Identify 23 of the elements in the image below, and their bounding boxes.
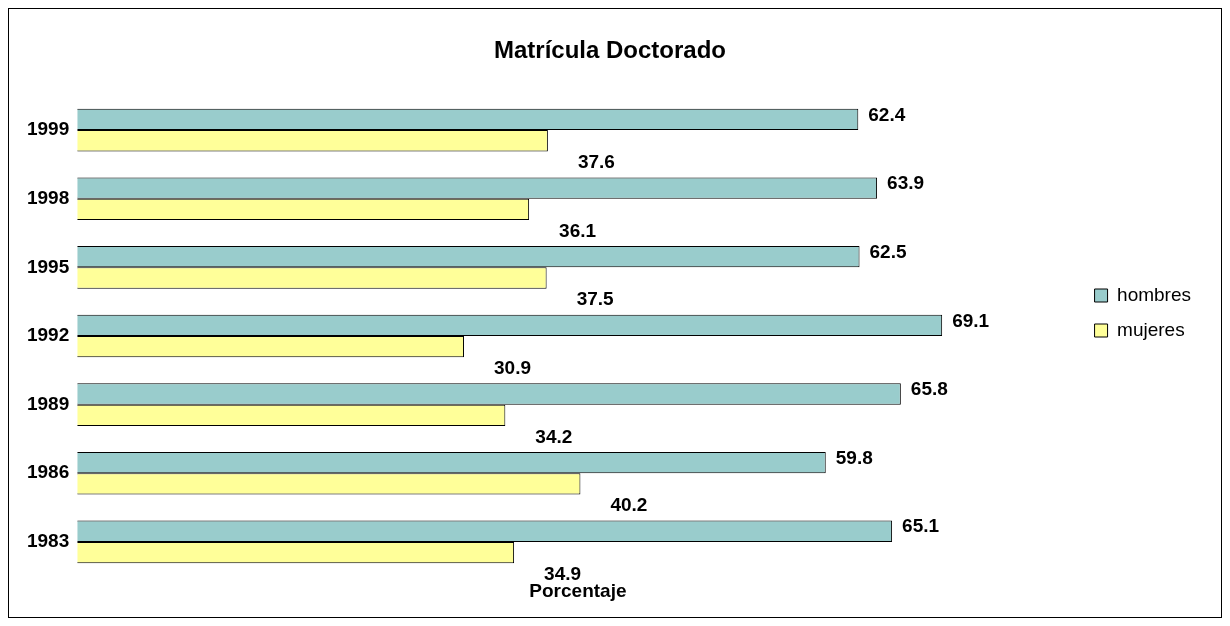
data-label: 34.2 bbox=[535, 425, 573, 447]
data-label: 62.4 bbox=[868, 103, 906, 125]
y-tick-label: 1999 bbox=[26, 118, 70, 140]
data-label: 40.2 bbox=[610, 494, 648, 516]
y-tick-label: 1992 bbox=[26, 324, 70, 346]
data-label: 62.5 bbox=[869, 240, 907, 262]
data-label: 65.1 bbox=[902, 515, 940, 537]
y-tick-label: 1986 bbox=[26, 461, 70, 483]
data-label: 37.6 bbox=[577, 150, 615, 172]
y-tick-label: 1998 bbox=[26, 186, 70, 208]
y-tick-label: 1989 bbox=[26, 392, 70, 414]
y-tick-label: 1995 bbox=[26, 255, 70, 277]
data-label: 63.9 bbox=[887, 172, 925, 194]
legend-label: hombres bbox=[1117, 283, 1191, 305]
data-label: 59.8 bbox=[835, 446, 873, 468]
legend-label: mujeres bbox=[1117, 318, 1185, 340]
data-label: 30.9 bbox=[494, 356, 532, 378]
chart-title: Matrícula Doctorado bbox=[493, 36, 727, 64]
data-label: 37.5 bbox=[576, 288, 615, 310]
y-tick-label: 1983 bbox=[26, 530, 70, 552]
data-label: 69.1 bbox=[952, 309, 990, 331]
data-label: 36.1 bbox=[559, 219, 597, 241]
data-label: 65.8 bbox=[910, 378, 948, 400]
